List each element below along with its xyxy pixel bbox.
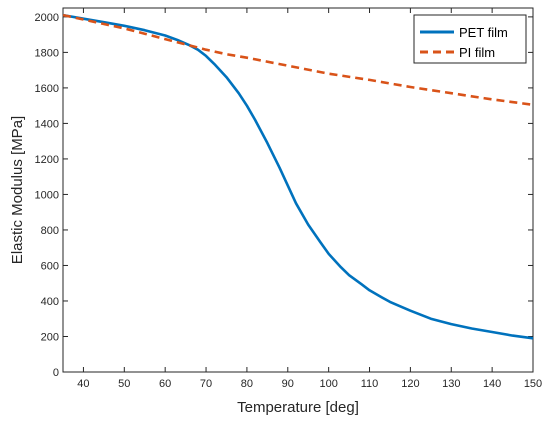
legend: PET film PI film [413,14,527,64]
y-tick-label: 1600 [35,83,59,95]
legend-box [413,14,527,64]
y-axis-label: Elastic Modulus [MPa] [9,116,26,264]
x-tick-label: 150 [524,378,542,390]
x-tick-label: 40 [77,378,89,390]
x-tick-label: 50 [118,378,130,390]
x-tick-label: 130 [442,378,460,390]
y-tick-label: 400 [41,296,59,308]
x-tick-label: 60 [159,378,171,390]
y-tick-label: 0 [53,367,59,379]
x-tick-label: 80 [241,378,253,390]
y-tick-label: 1400 [35,118,59,130]
x-tick-label: 140 [483,378,501,390]
y-tick-label: 1000 [35,189,59,201]
series-line-pet-film [62,13,534,340]
x-axis-label: Temperature [deg] [237,399,359,416]
legend-label-pi-film: PI film [459,45,495,60]
legend-label-pet-film: PET film [459,25,508,40]
series-line-pi-film [62,13,534,107]
x-tick-label: 70 [200,378,212,390]
y-tick-label: 1800 [35,47,59,59]
x-tick-label: 100 [319,378,337,390]
x-tick-label: 90 [282,378,294,390]
x-tick-label: 110 [361,378,379,390]
x-tick-label: 120 [401,378,419,390]
y-tick-label: 200 [41,331,59,343]
axis-ticks: 40 50 60 70 80 90 100 110 120 130 140 150 0 200 400 600… [35,8,542,390]
series-lines [62,13,534,340]
y-tick-label: 600 [41,260,59,272]
y-tick-label: 2000 [35,12,59,24]
y-tick-label: 800 [41,225,59,237]
y-tick-label: 1200 [35,154,59,166]
